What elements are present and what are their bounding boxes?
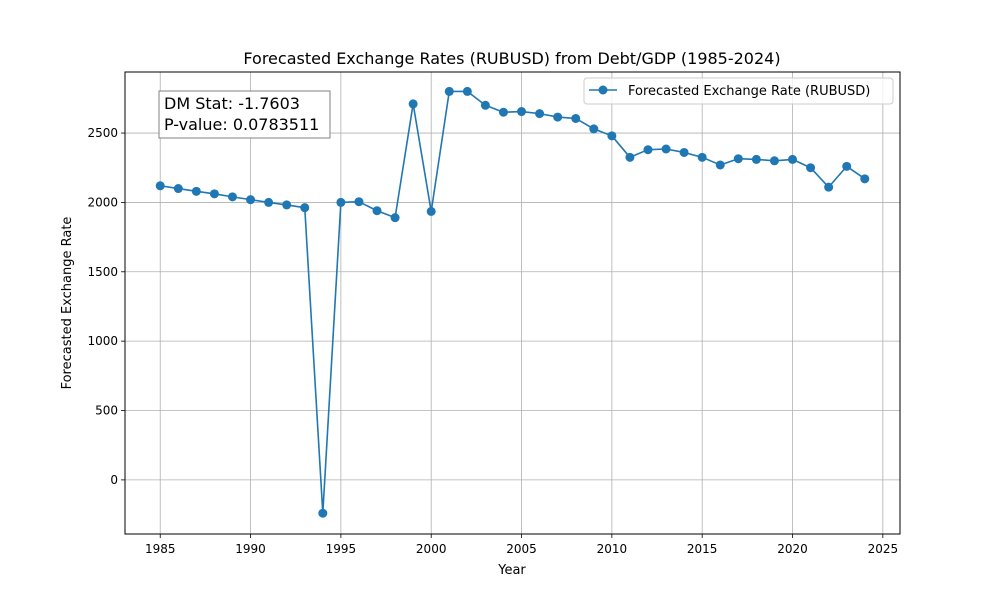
data-point: [498, 107, 508, 117]
data-point: [733, 154, 743, 164]
data-point: [788, 154, 798, 164]
data-point: [679, 147, 689, 157]
data-point: [824, 182, 834, 192]
legend-frame: [583, 77, 894, 105]
chart-title: Forecasted Exchange Rates (RUBUSD) from …: [243, 49, 780, 68]
x-axis-label: Year: [497, 563, 526, 578]
x-tick-label: 2005: [506, 542, 537, 556]
data-point: [354, 197, 364, 207]
plot-frame: [124, 71, 901, 535]
data-point: [860, 174, 870, 184]
data-point: [589, 124, 599, 134]
annotation-box: DM Stat: -1.7603 P-value: 0.0783511: [158, 90, 331, 139]
data-point: [842, 161, 852, 171]
data-point: [173, 184, 183, 194]
data-point: [806, 163, 816, 173]
data-point: [155, 181, 165, 191]
x-tick-label: 2015: [687, 542, 718, 556]
data-point: [390, 213, 400, 223]
p-value-text: P-value: 0.0783511: [164, 115, 319, 134]
data-point: [751, 154, 761, 164]
data-point: [769, 156, 779, 166]
data-point: [661, 144, 671, 154]
x-tick-label: 2020: [777, 542, 808, 556]
y-tick-label: 1500: [87, 265, 118, 279]
x-tick-label: 2000: [416, 542, 447, 556]
y-tick-label: 0: [110, 473, 118, 487]
data-point: [715, 160, 725, 170]
series-line: [160, 90, 866, 514]
y-axis-label: Forecasted Exchange Rate: [60, 217, 75, 390]
legend: Forecasted Exchange Rate (RUBUSD): [583, 77, 894, 105]
data-point: [227, 192, 237, 202]
data-layer: [155, 86, 870, 518]
data-point: [607, 131, 617, 141]
x-tick-label: 2010: [597, 542, 628, 556]
x-tick-label: 2025: [868, 542, 899, 556]
data-point: [318, 508, 328, 518]
data-point: [246, 195, 256, 205]
data-point: [444, 86, 454, 96]
x-tick-label: 1985: [145, 542, 176, 556]
data-point: [191, 186, 201, 196]
x-tick-label: 1990: [235, 542, 266, 556]
data-point: [264, 197, 274, 207]
y-tick-label: 500: [95, 404, 118, 418]
data-point: [625, 152, 635, 162]
y-tick-label: 1000: [87, 334, 118, 348]
data-point: [300, 203, 310, 213]
annotation-frame: [158, 90, 331, 139]
x-tick-label: 1995: [326, 542, 357, 556]
data-point: [535, 109, 545, 119]
data-point: [209, 189, 219, 199]
legend-label: Forecasted Exchange Rate (RUBUSD): [628, 84, 870, 99]
dm-stat-text: DM Stat: -1.7603: [164, 94, 300, 113]
grid: [125, 72, 900, 534]
y-tick-label: 2000: [87, 195, 118, 209]
data-point: [372, 206, 382, 216]
data-point: [517, 107, 527, 117]
data-point: [282, 200, 292, 210]
tick-layer: 1985 1990 1995 2000 2005 2010 2015 2020 2025 0 500…: [87, 126, 898, 556]
data-point: [571, 113, 581, 123]
data-point: [697, 152, 707, 162]
data-point: [336, 197, 346, 207]
legend-marker: [598, 85, 608, 95]
data-point: [462, 86, 472, 96]
data-point: [426, 206, 436, 216]
data-point: [643, 145, 653, 155]
data-point: [480, 100, 490, 110]
y-tick-label: 2500: [87, 126, 118, 140]
data-point: [408, 99, 418, 109]
data-point: [553, 112, 563, 122]
